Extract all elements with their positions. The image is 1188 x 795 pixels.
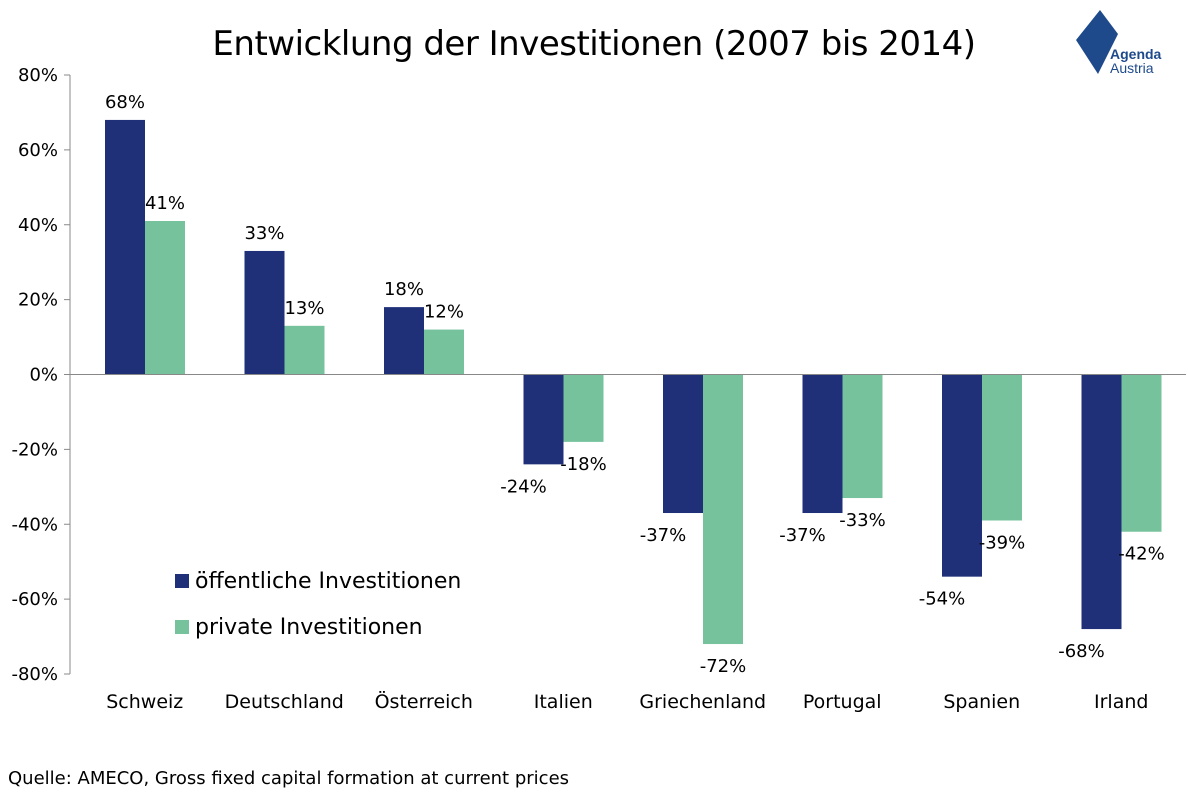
chart-title: Entwicklung der Investitionen (2007 bis … xyxy=(212,24,976,64)
data-label: -68% xyxy=(1058,641,1105,662)
data-label: 12% xyxy=(424,302,464,323)
logo-line2: Austria xyxy=(1110,60,1154,76)
x-category-label: Irland xyxy=(1094,691,1148,713)
y-tick-label: 20% xyxy=(18,290,58,311)
data-label: -54% xyxy=(919,589,966,610)
bar-public xyxy=(384,307,424,375)
data-label: 41% xyxy=(145,193,185,214)
data-label: -18% xyxy=(560,454,607,475)
legend-label: private Investitionen xyxy=(195,615,423,640)
y-tick-label: 0% xyxy=(29,365,58,386)
x-category-label: Österreich xyxy=(375,690,473,713)
y-tick-label: -60% xyxy=(11,589,58,610)
bar-public xyxy=(105,119,145,375)
logo-line1: Agenda xyxy=(1110,46,1162,62)
x-category-label: Italien xyxy=(534,691,593,713)
x-category-label: Griechenland xyxy=(639,691,766,713)
x-category-label: Schweiz xyxy=(106,691,183,713)
bar-public xyxy=(1081,374,1122,630)
data-label: -37% xyxy=(779,525,826,546)
y-tick-label: 40% xyxy=(18,215,58,236)
y-tick-label: -80% xyxy=(11,664,58,685)
bar-private xyxy=(842,374,883,499)
bar-chart: 80% 60% 40% 20% 0% -20% -40% -60% -80% 68% 41% Schw… xyxy=(11,65,1186,713)
data-label: 33% xyxy=(244,223,284,244)
bar-public xyxy=(523,374,564,465)
bar-public xyxy=(802,374,843,514)
y-tick-label: -40% xyxy=(11,514,58,535)
bar-public xyxy=(942,374,982,577)
bar-private xyxy=(703,374,743,645)
y-tick-label: 80% xyxy=(18,65,58,86)
bar-private xyxy=(145,221,185,375)
data-label: 13% xyxy=(284,298,324,319)
bar-public xyxy=(244,250,285,375)
legend-swatch-public xyxy=(175,574,189,588)
x-category-label: Deutschland xyxy=(225,691,344,713)
source-note: Quelle: AMECO, Gross fixed capital forma… xyxy=(8,768,570,789)
bar-private xyxy=(1121,374,1162,532)
data-label: -42% xyxy=(1118,544,1165,565)
bar-private xyxy=(982,374,1022,521)
data-label: -72% xyxy=(700,656,747,677)
x-category-label: Portugal xyxy=(803,691,882,713)
x-category-label: Spanien xyxy=(943,691,1020,713)
bar-public xyxy=(663,374,703,514)
data-label: -33% xyxy=(839,510,886,531)
data-label: 68% xyxy=(105,92,145,113)
agenda-austria-logo-icon xyxy=(1076,10,1118,74)
bar-private xyxy=(563,374,604,442)
data-label: 18% xyxy=(384,279,424,300)
legend-label: öffentliche Investitionen xyxy=(195,569,461,594)
data-label: -37% xyxy=(640,525,687,546)
data-label: -39% xyxy=(979,533,1026,554)
bar-private xyxy=(424,329,464,375)
data-label: -24% xyxy=(500,476,547,497)
y-tick-label: -20% xyxy=(11,439,58,460)
agenda-austria-logo-text: Agenda Austria xyxy=(1110,47,1161,75)
bar-private xyxy=(284,325,325,375)
legend-swatch-private xyxy=(175,620,189,634)
y-tick-label: 60% xyxy=(18,140,58,161)
